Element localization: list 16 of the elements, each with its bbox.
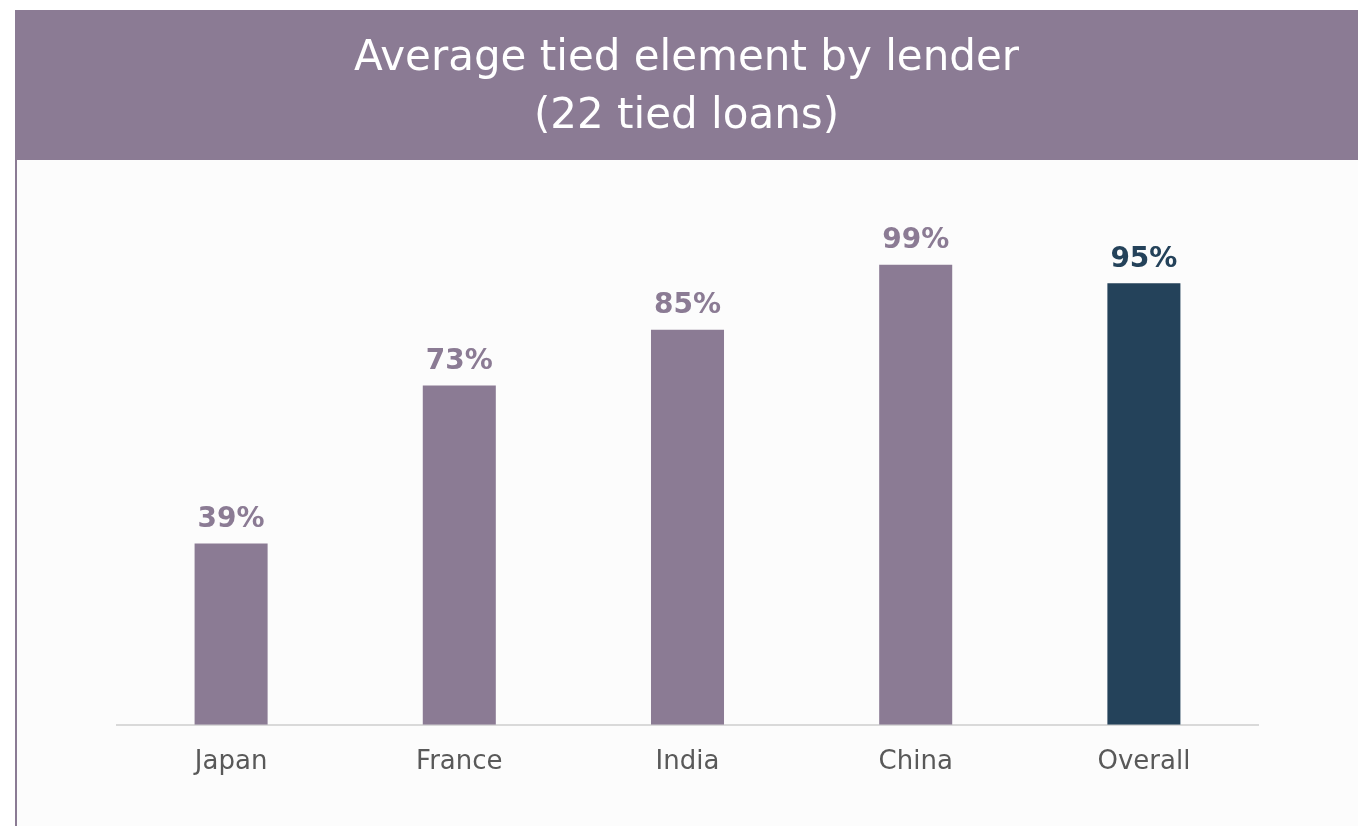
- data-label: 73%: [425, 342, 493, 376]
- x-tick-label: India: [655, 745, 720, 776]
- x-tick-label: China: [878, 745, 953, 776]
- bar: [879, 264, 953, 725]
- bar: [650, 329, 725, 725]
- data-label: 85%: [653, 287, 722, 320]
- data-label: 39%: [197, 500, 265, 534]
- data-label: 99%: [882, 221, 950, 255]
- bar: [194, 543, 268, 725]
- x-tick-label: Japan: [192, 745, 268, 776]
- data-label: 95%: [1110, 240, 1178, 274]
- x-tick-label: France: [416, 745, 503, 776]
- bar: [1107, 283, 1181, 725]
- bar: [422, 385, 496, 725]
- chart-title: Average tied element by lender (22 tied loans): [15, 10, 1358, 160]
- x-tick-label: Overall: [1097, 745, 1191, 776]
